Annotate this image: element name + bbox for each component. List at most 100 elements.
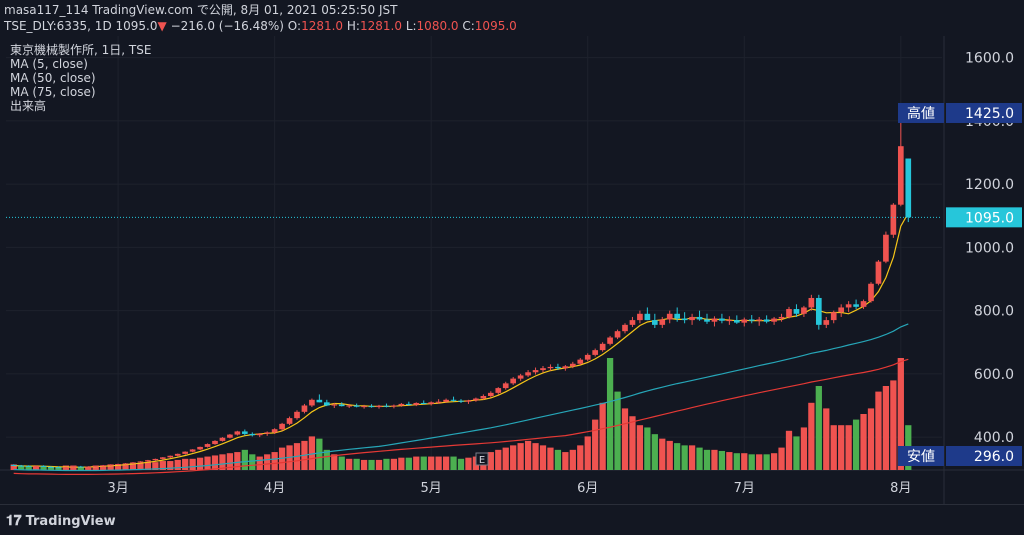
tradingview-logo[interactable]: 𝟏𝟕 TradingView — [6, 513, 116, 529]
candle-body — [241, 431, 248, 434]
volume-bar — [897, 358, 904, 470]
volume-bar — [592, 419, 599, 470]
current-price-badge-bg — [946, 207, 1022, 228]
candle-body — [48, 466, 54, 468]
volume-bar — [636, 425, 644, 470]
volume-bar — [599, 402, 606, 470]
candle-body — [279, 423, 285, 430]
open-label: O: — [287, 19, 302, 33]
legend-ma50[interactable]: MA (50, close) — [10, 71, 96, 85]
low-badge-bg — [946, 446, 1022, 466]
volume-bar — [10, 464, 17, 470]
candle-body — [435, 401, 442, 403]
candle-body — [212, 440, 218, 445]
high-value: 1281.0 — [359, 19, 402, 33]
volume-bar — [264, 454, 271, 470]
volume-bar — [457, 458, 465, 470]
price-change: −216.0 (−16.48%) — [170, 19, 284, 33]
candle-body — [159, 457, 166, 459]
volume-bar — [554, 449, 562, 470]
candle-body — [607, 337, 613, 344]
volume-bar — [547, 447, 554, 470]
volume-bar — [144, 462, 152, 470]
candles: E — [6, 112, 942, 469]
candle-body — [614, 331, 621, 338]
volume-bar — [331, 454, 338, 470]
candle-body — [25, 465, 32, 467]
candle-body — [182, 451, 189, 454]
price-chart[interactable]: E 1600.01400.01200.01000.0800.0600.0400.… — [0, 0, 1024, 504]
volume-bar — [390, 458, 398, 470]
candle-body — [107, 464, 114, 466]
candle-body — [808, 297, 815, 308]
legend-ma5[interactable]: MA (5, close) — [10, 57, 88, 71]
legend-volume[interactable]: 出来高 — [10, 99, 47, 113]
ma75-line — [13, 358, 909, 475]
volume-bar — [40, 466, 47, 470]
volume-bar — [644, 427, 651, 470]
volume-bar — [435, 456, 442, 470]
candle-body — [264, 432, 271, 434]
candle-body — [517, 375, 524, 379]
time-tick-label: 8月 — [890, 481, 911, 496]
volume-bar — [420, 456, 427, 470]
candle-body — [555, 366, 561, 369]
down-arrow-icon: ▼ — [157, 19, 167, 33]
candle-body — [361, 406, 367, 408]
volume-bar — [353, 458, 360, 470]
volume-bar — [196, 457, 204, 470]
time-tick-label: 5月 — [421, 481, 442, 496]
candle-body — [204, 444, 211, 447]
volume-bar — [182, 458, 189, 470]
volume-bar — [241, 449, 248, 470]
volume-bar — [785, 430, 793, 470]
candle-body — [234, 431, 241, 435]
candle-body — [450, 399, 457, 401]
volume-bar — [890, 380, 897, 470]
legend-title[interactable]: 東京機械製作所, 1日, TSE — [10, 43, 152, 57]
chart-legend: 東京機械製作所, 1日, TSE MA (5, close) MA (50, c… — [10, 43, 151, 113]
candle-body — [659, 319, 666, 325]
volume-bar — [383, 458, 390, 470]
high-badge-bg — [946, 102, 1022, 123]
candle-body — [525, 372, 531, 376]
legend-ma75[interactable]: MA (75, close) — [10, 85, 96, 99]
volume-bar — [137, 463, 144, 470]
candle-body — [323, 402, 330, 406]
volume-bar — [659, 438, 666, 470]
candle-body — [860, 301, 867, 307]
candle-body — [167, 455, 174, 458]
candle-body — [18, 465, 25, 467]
volume-bar — [860, 414, 867, 470]
ma5-line — [13, 212, 909, 468]
volume-bar — [770, 453, 778, 470]
candle-body — [331, 404, 338, 406]
price-tick-label: 400.0 — [974, 430, 1014, 446]
volume-bar — [271, 452, 278, 470]
volume-bar — [778, 447, 785, 470]
candle-body — [584, 354, 591, 360]
volume-bar — [442, 456, 450, 470]
volume-bars — [10, 358, 912, 470]
candle-body — [70, 466, 77, 468]
candle-body — [547, 366, 554, 369]
candle-body — [771, 318, 777, 322]
volume-bar — [495, 449, 502, 470]
volume-bar — [226, 453, 234, 470]
candle-body — [189, 449, 196, 452]
candle-body — [480, 396, 487, 399]
volume-bar — [450, 456, 457, 470]
candle-body — [569, 363, 576, 367]
close-value: 1095.0 — [474, 19, 517, 33]
candle-body — [689, 316, 695, 321]
candle-body — [465, 400, 472, 402]
volume-bar — [25, 465, 32, 470]
volume-bar — [711, 449, 718, 470]
volume-bar — [823, 408, 830, 470]
symbol-info-line: TSE_DLY:6335, 1D 1095.0▼ −216.0 (−16.48%… — [4, 18, 1020, 34]
volume-bar — [800, 427, 808, 470]
candle-body — [830, 312, 837, 321]
candle-body — [733, 320, 740, 323]
candle-body — [428, 402, 435, 404]
volume-bar — [107, 464, 114, 470]
